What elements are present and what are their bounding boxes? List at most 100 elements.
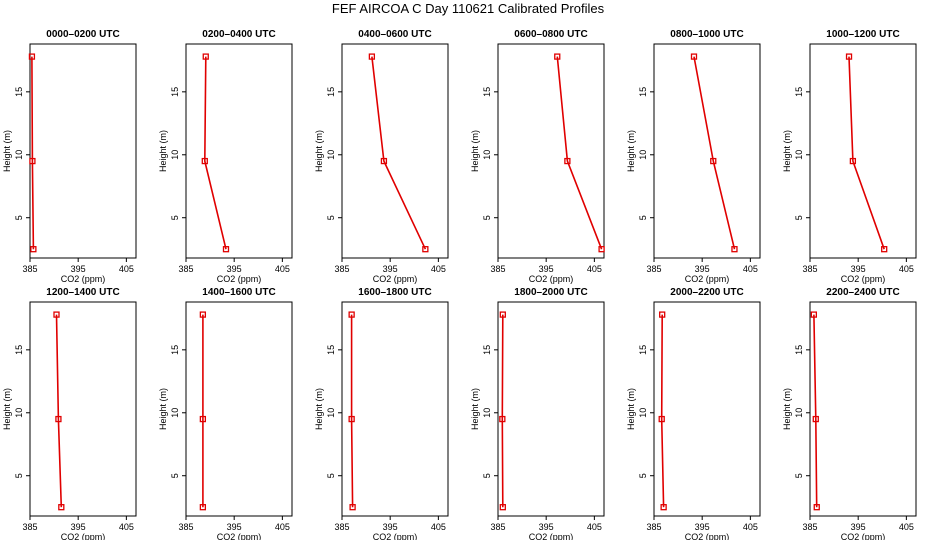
panel-7-ytick-label: 15 xyxy=(14,345,24,355)
panel-3-xlabel: CO2 (ppm) xyxy=(373,274,418,284)
panel-9-xtick-label: 395 xyxy=(383,522,398,532)
panel-7-xtick-label: 405 xyxy=(119,522,134,532)
panel-11-series-line xyxy=(660,314,665,508)
panel-8-xtick-label: 385 xyxy=(178,522,193,532)
panel-12-ylabel: Height (m) xyxy=(782,388,792,430)
panel-6-frame xyxy=(809,43,917,259)
panel-5-ylabel: Height (m) xyxy=(626,130,636,172)
panel-8-data-point xyxy=(199,311,207,318)
panel-6-xtick-label: 405 xyxy=(899,264,914,274)
panel-7-ytick-label: 10 xyxy=(14,408,24,418)
panel-9-data-point xyxy=(348,415,355,423)
panel-4-xtick-label: 385 xyxy=(490,264,505,274)
panel-5-xtick-label: 385 xyxy=(646,264,661,274)
panel-11-xtick-label: 405 xyxy=(743,522,758,532)
panel-9-series-line xyxy=(350,314,354,508)
panel-12-frame xyxy=(809,301,917,517)
panel-2-series-line xyxy=(203,56,227,250)
panel-2-ylabel: Height (m) xyxy=(158,130,168,172)
panel-3-title: 0400–0600 UTC xyxy=(358,29,431,40)
panel-9-frame xyxy=(341,301,449,517)
panel-3-ytick-label: 10 xyxy=(326,150,336,160)
panel-9-xtick-label: 385 xyxy=(334,522,349,532)
panel-7-xtick-label: 385 xyxy=(22,522,37,532)
panel-7-data-point xyxy=(55,415,62,423)
panel-1-xtick-label: 385 xyxy=(22,264,37,274)
panel-10-xtick-label: 385 xyxy=(490,522,505,532)
panel-9-ytick-label: 15 xyxy=(326,345,336,355)
panel-8-frame xyxy=(185,301,293,517)
panel-10-xtick-label: 405 xyxy=(587,522,602,532)
panel-2-ytick-label: 15 xyxy=(170,87,180,97)
panel-12-xtick-label: 405 xyxy=(899,522,914,532)
panel-6-ytick-label: 5 xyxy=(794,215,804,220)
panel-10-data-point xyxy=(499,504,506,511)
panel-12-data-point xyxy=(810,311,818,318)
panel-10-series-line xyxy=(501,314,504,508)
panel-10-ytick-label: 15 xyxy=(482,345,492,355)
panel-5-ytick-label: 5 xyxy=(638,215,648,220)
panel-3-series-line xyxy=(371,56,427,250)
panel-1-data-point xyxy=(30,246,37,253)
panel-7-xlabel: CO2 (ppm) xyxy=(61,532,106,540)
panel-11-xlabel: CO2 (ppm) xyxy=(685,532,730,540)
panel-2-xlabel: CO2 (ppm) xyxy=(217,274,262,284)
panel-3-data-point xyxy=(368,53,376,60)
panel-11-ytick-label: 10 xyxy=(638,408,648,418)
panel-10-xlabel: CO2 (ppm) xyxy=(529,532,574,540)
panel-4-title: 0600–0800 UTC xyxy=(514,29,587,40)
panel-3-xtick-label: 385 xyxy=(334,264,349,274)
panel-11-data-point xyxy=(659,311,666,318)
panel-4-frame xyxy=(497,43,605,259)
panel-6-ytick-label: 10 xyxy=(794,150,804,160)
panel-8-xtick-label: 395 xyxy=(227,522,242,532)
panel-2-data-point xyxy=(222,246,230,253)
panel-2-frame xyxy=(185,43,293,259)
panel-11-data-point xyxy=(658,415,665,423)
panel-11-xtick-label: 385 xyxy=(646,522,661,532)
panel-12-ytick-label: 5 xyxy=(794,473,804,478)
panel-12-ytick-label: 15 xyxy=(794,345,804,355)
panel-3-data-point xyxy=(422,246,429,253)
panel-7-data-point xyxy=(58,504,65,511)
panel-6-title: 1000–1200 UTC xyxy=(826,29,899,40)
panel-8-ytick-label: 15 xyxy=(170,345,180,355)
panel-10-frame xyxy=(497,301,605,517)
figure-title: FEF AIRCOA C Day 110621 Calibrated Profi… xyxy=(331,1,605,16)
panel-3-ytick-label: 5 xyxy=(326,215,336,220)
panel-2-ytick-label: 5 xyxy=(170,215,180,220)
panel-6-ytick-label: 15 xyxy=(794,87,804,97)
panel-1-xlabel: CO2 (ppm) xyxy=(61,274,106,284)
panel-5-frame xyxy=(653,43,761,259)
panel-10-ytick-label: 5 xyxy=(482,473,492,478)
panel-6-xtick-label: 385 xyxy=(802,264,817,274)
panel-3-xtick-label: 395 xyxy=(383,264,398,274)
panel-1-ytick-label: 10 xyxy=(14,150,24,160)
panel-2-data-point xyxy=(201,157,208,165)
panel-9-title: 1600–1800 UTC xyxy=(358,287,431,298)
panel-1-xtick-label: 405 xyxy=(119,264,134,274)
panel-4-data-point xyxy=(598,246,605,253)
panel-9-ytick-label: 5 xyxy=(326,473,336,478)
panel-10-xtick-label: 395 xyxy=(539,522,554,532)
panel-8-data-point xyxy=(199,504,207,511)
panel-12-ytick-label: 10 xyxy=(794,408,804,418)
panel-5-xtick-label: 395 xyxy=(695,264,710,274)
panel-4-xlabel: CO2 (ppm) xyxy=(529,274,574,284)
panel-6-data-point xyxy=(845,53,853,60)
panel-4-xtick-label: 405 xyxy=(587,264,602,274)
panel-3-data-point xyxy=(380,157,388,165)
panel-4-series-line xyxy=(556,56,603,250)
panel-3-xtick-label: 405 xyxy=(431,264,446,274)
panel-7-ytick-label: 5 xyxy=(14,473,24,478)
panel-5-ytick-label: 15 xyxy=(638,87,648,97)
panel-4-ytick-label: 10 xyxy=(482,150,492,160)
panel-10-data-point xyxy=(499,311,506,318)
panel-1-series-line xyxy=(31,56,35,250)
panel-7-frame xyxy=(29,301,137,517)
panel-5-xlabel: CO2 (ppm) xyxy=(685,274,730,284)
panel-2-title: 0200–0400 UTC xyxy=(202,29,275,40)
panel-11-ytick-label: 5 xyxy=(638,473,648,478)
panel-3-frame xyxy=(341,43,449,259)
panel-6-xtick-label: 395 xyxy=(851,264,866,274)
